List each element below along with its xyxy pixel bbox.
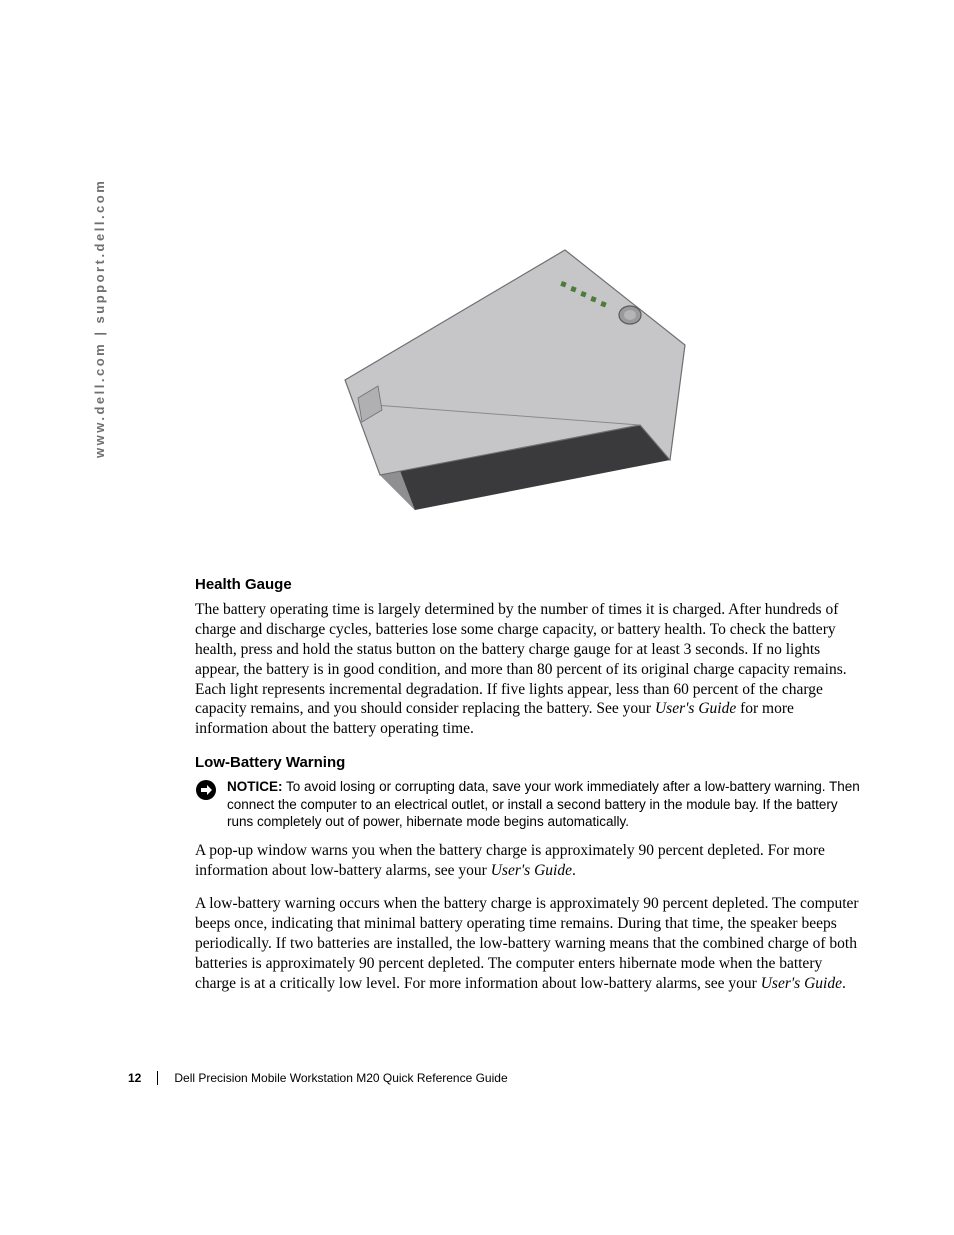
page-footer: 12 Dell Precision Mobile Workstation M20… (128, 1071, 508, 1085)
footer-divider (157, 1071, 158, 1085)
notice-body: To avoid losing or corrupting data, save… (227, 779, 860, 829)
notice-block: NOTICE: To avoid losing or corrupting da… (195, 778, 865, 831)
side-url-text: www.dell.com | support.dell.com (92, 179, 107, 458)
text-users-guide-3: User's Guide (761, 975, 842, 992)
status-button-inner (624, 310, 636, 320)
para-health-gauge: The battery operating time is largely de… (195, 600, 865, 739)
text-users-guide-2: User's Guide (491, 862, 572, 879)
heading-low-battery: Low-Battery Warning (195, 753, 865, 772)
page-number: 12 (128, 1071, 141, 1085)
footer-title: Dell Precision Mobile Workstation M20 Qu… (174, 1071, 507, 1085)
notice-text: NOTICE: To avoid losing or corrupting da… (227, 778, 865, 831)
notice-icon (195, 779, 217, 801)
document-page: www.dell.com | support.dell.com (0, 0, 954, 1235)
para-low-2: A low-battery warning occurs when the ba… (195, 894, 865, 993)
text-low-2a: A low-battery warning occurs when the ba… (195, 895, 859, 991)
heading-health-gauge: Health Gauge (195, 575, 865, 594)
battery-illustration (330, 230, 690, 520)
para-low-1: A pop-up window warns you when the batte… (195, 841, 865, 881)
text-low-2b: . (842, 975, 846, 992)
main-content: Health Gauge The battery operating time … (195, 575, 865, 1008)
notice-label: NOTICE: (227, 779, 283, 794)
text-users-guide-1: User's Guide (655, 700, 736, 717)
text-low-1b: . (572, 862, 576, 879)
